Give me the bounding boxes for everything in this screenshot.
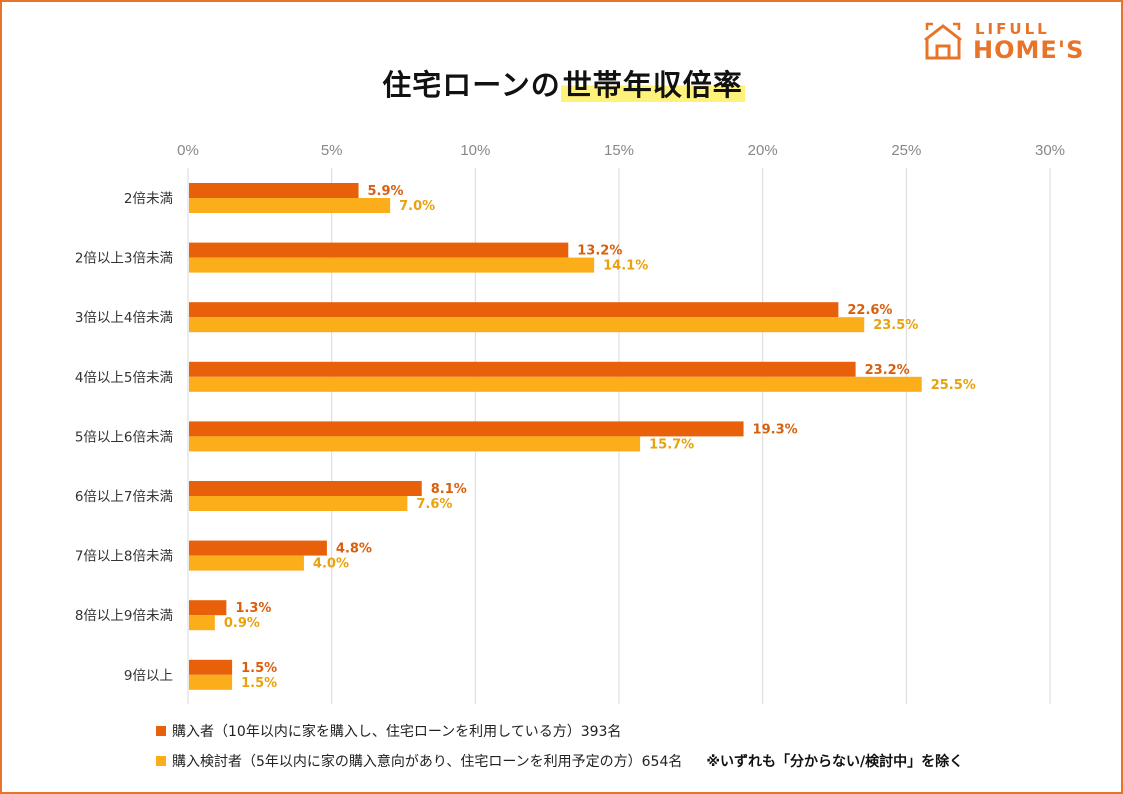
bar-series2 bbox=[189, 615, 215, 631]
lifull-homes-logo: LIFULL HOME'S bbox=[919, 16, 1101, 68]
bar-series1 bbox=[189, 600, 227, 616]
data-label-series2: 1.5% bbox=[241, 676, 277, 691]
x-tick-label-30: 30% bbox=[1035, 142, 1065, 159]
legend-swatch-series1 bbox=[156, 726, 166, 736]
legend-label-series1: 購入者（10年以内に家を購入し、住宅ローンを利用している方）393名 bbox=[172, 724, 622, 740]
legend-label-series2: 購入検討者（5年以内に家の購入意向があり、住宅ローンを利用予定の方）654名 bbox=[172, 754, 683, 770]
category-label: 5倍以上6倍未満 bbox=[75, 429, 173, 445]
category-label: 9倍以上 bbox=[124, 668, 173, 684]
x-tick-label-10: 10% bbox=[460, 142, 490, 159]
chart-note: ※いずれも「分からない/検討中」を除く bbox=[706, 754, 964, 770]
logo-text-top: LIFULL bbox=[975, 20, 1050, 38]
data-label-series1: 1.5% bbox=[241, 661, 277, 676]
legend-swatch-series2 bbox=[156, 756, 166, 766]
data-label-series1: 1.3% bbox=[235, 601, 271, 616]
bar-series2 bbox=[189, 674, 233, 690]
category-label: 3倍以上4倍未満 bbox=[75, 310, 173, 326]
chart-title: 住宅ローンの世帯年収倍率 bbox=[382, 62, 745, 104]
data-label-series2: 0.9% bbox=[224, 616, 260, 631]
bar-series2 bbox=[189, 257, 595, 273]
data-label-series1: 23.2% bbox=[865, 363, 910, 378]
category-label: 6倍以上7倍未満 bbox=[75, 489, 173, 505]
data-label-series2: 23.5% bbox=[873, 318, 918, 333]
legend: 購入者（10年以内に家を購入し、住宅ローンを利用している方）393名 購入検討者… bbox=[156, 716, 1116, 776]
bar-series1 bbox=[189, 183, 359, 198]
bar-series1 bbox=[189, 302, 839, 318]
chart-title-prefix: 住宅ローンの bbox=[382, 68, 561, 102]
data-label-series1: 22.6% bbox=[847, 303, 892, 318]
bar-series1 bbox=[189, 540, 327, 556]
data-label-series2: 7.0% bbox=[399, 199, 435, 214]
x-tick-label-0: 0% bbox=[177, 142, 199, 159]
data-label-series1: 5.9% bbox=[368, 184, 404, 199]
chart-title-highlight: 世帯年収倍率 bbox=[560, 68, 745, 102]
bar-series2 bbox=[189, 496, 408, 511]
x-tick-label-5: 5% bbox=[321, 142, 343, 159]
category-label: 8倍以上9倍未満 bbox=[75, 608, 173, 624]
chart-title-wrap: 住宅ローンの世帯年収倍率 bbox=[2, 62, 1121, 104]
data-label-series2: 25.5% bbox=[931, 378, 976, 393]
x-tick-label-15: 15% bbox=[604, 142, 634, 159]
bar-series1 bbox=[189, 242, 569, 258]
bar-series2 bbox=[189, 376, 922, 392]
bar-series1 bbox=[189, 659, 233, 675]
bar-series1 bbox=[189, 481, 422, 496]
data-label-series1: 19.3% bbox=[753, 422, 798, 437]
legend-item-series2: 購入検討者（5年以内に家の購入意向があり、住宅ローンを利用予定の方）654名 ※… bbox=[156, 746, 1116, 776]
logo-text-bottom: HOME'S bbox=[973, 36, 1085, 64]
data-label-series1: 8.1% bbox=[431, 482, 467, 497]
category-label: 2倍未満 bbox=[124, 191, 173, 207]
category-label: 7倍以上8倍未満 bbox=[75, 549, 173, 565]
data-label-series1: 4.8% bbox=[336, 542, 372, 557]
x-tick-label-25: 25% bbox=[891, 142, 921, 159]
data-label-series2: 4.0% bbox=[313, 557, 349, 572]
bar-series2 bbox=[189, 555, 304, 571]
data-label-series2: 14.1% bbox=[603, 259, 648, 274]
data-label-series1: 13.2% bbox=[577, 244, 622, 259]
bar-series1 bbox=[189, 421, 744, 437]
bar-series2 bbox=[189, 436, 641, 452]
x-tick-label-20: 20% bbox=[748, 142, 778, 159]
bar-series1 bbox=[189, 361, 856, 377]
legend-item-series1: 購入者（10年以内に家を購入し、住宅ローンを利用している方）393名 bbox=[156, 716, 1116, 746]
house-icon bbox=[924, 22, 962, 60]
data-label-series2: 15.7% bbox=[649, 437, 694, 452]
category-label: 2倍以上3倍未満 bbox=[75, 251, 173, 267]
category-label: 4倍以上5倍未満 bbox=[75, 370, 173, 386]
bar-series2 bbox=[189, 198, 391, 213]
bar-series2 bbox=[189, 317, 865, 333]
data-label-series2: 7.6% bbox=[416, 497, 452, 512]
